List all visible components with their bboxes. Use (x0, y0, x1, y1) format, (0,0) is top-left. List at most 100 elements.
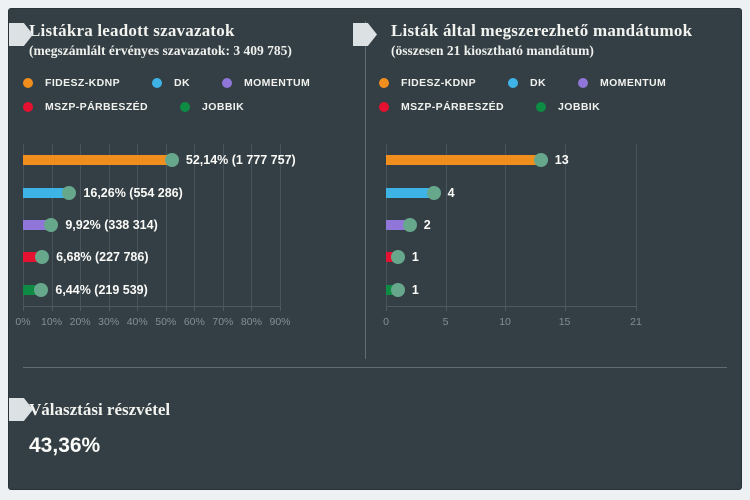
bar-row: 6,44% (219 539) (23, 282, 280, 297)
legend-item-MSZP-PÁRBESZÉD[interactable]: MSZP-PÁRBESZÉD (379, 101, 504, 113)
legend-item-MOMENTUM[interactable]: MOMENTUM (577, 77, 667, 89)
bar-JOBBIK[interactable] (386, 282, 405, 297)
votes-panel: Listákra leadott szavazatok (megszámlált… (9, 9, 365, 367)
axis-tick-label: 80% (240, 316, 262, 328)
legend-item-label: MSZP-PÁRBESZÉD (401, 101, 505, 113)
turnout-title: Választási részvétel (29, 400, 171, 419)
bar-cap-icon (426, 185, 441, 200)
chart-legend: FIDESZ-KDNP DK MOMENTUM MSZP-PÁRBESZÉD JOBBI… (379, 77, 679, 113)
axis-tick-label: 90% (269, 316, 291, 328)
axis-tick-label: 0 (383, 316, 389, 328)
bar-MOMENTUM[interactable] (23, 218, 59, 232)
mandates-panel-title: Listák által megszerezhető mandátumok (391, 21, 693, 40)
legend-dot-icon (507, 78, 518, 88)
gridline (445, 144, 447, 306)
legend-item-label: JOBBIK (202, 101, 245, 113)
legend-item-label: DK (173, 77, 190, 89)
axis-tick (505, 306, 507, 311)
axis-tick-label: 5 (442, 316, 449, 328)
axis-tick-label: 60% (183, 316, 205, 328)
bar-JOBBIK[interactable] (23, 282, 49, 297)
legend-item-MOMENTUM[interactable]: MOMENTUM (221, 77, 311, 89)
gridline (564, 144, 566, 306)
votes-panel-subtitle: (megszámlált érvényes szavazatok: 3 409 … (29, 43, 292, 58)
axis-tick (137, 306, 139, 311)
legend-item-label: MOMENTUM (243, 77, 311, 89)
bar-row: 13 (386, 153, 636, 168)
legend-dot-icon (379, 78, 389, 88)
axis-tick-label: 21 (630, 316, 642, 328)
legend-item-label: FIDESZ-KDNP (401, 77, 476, 89)
bar-MOMENTUM[interactable] (386, 218, 417, 232)
bar-value-label: 6,44% (219 539) (55, 282, 148, 297)
legend-item-label: MOMENTUM (599, 77, 667, 89)
legend-item-MSZP-PÁRBESZÉD[interactable]: MSZP-PÁRBESZÉD (23, 101, 148, 113)
bar-DK[interactable] (386, 185, 441, 200)
dashboard-board: Listákra leadott szavazatok (megszámlált… (8, 8, 742, 490)
bar-value-label: 9,92% (338 314) (65, 218, 158, 232)
bar-cap-icon (164, 153, 179, 168)
bar-row: 16,26% (554 286) (23, 185, 280, 200)
gridline (165, 144, 167, 306)
legend-dot-icon (23, 102, 33, 112)
axis-tick-label: 40% (126, 316, 148, 328)
axis-tick-label: 15 (558, 316, 571, 328)
bar-cap-icon (390, 250, 405, 265)
bar-row: 4 (386, 185, 636, 200)
chart-legend: FIDESZ-KDNP DK MOMENTUM MSZP-PÁRBESZÉD JOBBI… (23, 77, 323, 113)
axis-tick (194, 306, 196, 311)
mandates-panel-subtitle: (összesen 21 kiosztható mandátum) (391, 43, 594, 58)
gridline (194, 144, 196, 306)
mandates-chart: 0 5 10 15 21 13 4 2 1 1 (383, 144, 642, 328)
legend-dot-icon (23, 78, 33, 88)
bar-value-label: 16,26% (554 286) (83, 185, 183, 200)
bar-DK[interactable] (23, 185, 77, 200)
legend-dot-icon (151, 78, 162, 88)
axis-tick (251, 306, 253, 311)
bar-row: 1 (386, 250, 636, 265)
legend-item-label: JOBBIK (558, 101, 601, 113)
bar-value-label: 13 (554, 153, 569, 168)
axis-tick (222, 306, 224, 311)
bar-cap-icon (34, 282, 49, 297)
axis-tick (165, 306, 167, 311)
bookmark-ribbon-icon (9, 398, 33, 421)
gridline (636, 144, 637, 306)
axis-tick (23, 306, 24, 311)
axis-tick-label: 70% (212, 316, 234, 328)
axis-tick-label: 20% (69, 316, 91, 328)
axis-tick (636, 306, 637, 311)
gridline (108, 144, 110, 306)
bar-row: 6,68% (227 786) (23, 250, 280, 265)
bar-value-label: 2 (423, 218, 431, 232)
legend-item-DK[interactable]: DK (151, 77, 190, 89)
bar-cap-icon (35, 250, 50, 265)
legend-dot-icon (536, 102, 547, 112)
gridline (222, 144, 224, 306)
bar-value-label: 1 (411, 250, 419, 265)
axis-tick (80, 306, 82, 311)
gridline (505, 144, 507, 306)
bar-cap-icon (62, 185, 77, 200)
legend-dot-icon (577, 78, 588, 88)
bar-value-label: 52,14% (1 777 757) (185, 153, 296, 168)
bar-MSZP-PÁRBESZÉD[interactable] (386, 250, 405, 265)
legend-item-FIDESZ-KDNP[interactable]: FIDESZ-KDNP (379, 77, 476, 89)
axis-tick-label: 30% (98, 316, 120, 328)
bar-FIDESZ-KDNP[interactable] (386, 153, 548, 168)
bar-cap-icon (533, 153, 548, 168)
bar-row: 52,14% (1 777 757) (23, 153, 296, 168)
legend-item-FIDESZ-KDNP[interactable]: FIDESZ-KDNP (23, 77, 120, 89)
axis-tick (445, 306, 447, 311)
legend-item-JOBBIK[interactable]: JOBBIK (180, 101, 244, 113)
bar-row: 1 (386, 282, 636, 297)
bar-value-label: 1 (411, 282, 419, 297)
axis-tick-label: 10 (499, 316, 511, 328)
axis-tick-label: 0% (15, 316, 31, 328)
bar-FIDESZ-KDNP[interactable] (23, 153, 179, 168)
bar-MSZP-PÁRBESZÉD[interactable] (23, 250, 50, 265)
axis-tick-label: 10% (41, 316, 63, 328)
legend-item-DK[interactable]: DK (507, 77, 546, 89)
legend-item-JOBBIK[interactable]: JOBBIK (536, 101, 600, 113)
gridline (137, 144, 139, 306)
